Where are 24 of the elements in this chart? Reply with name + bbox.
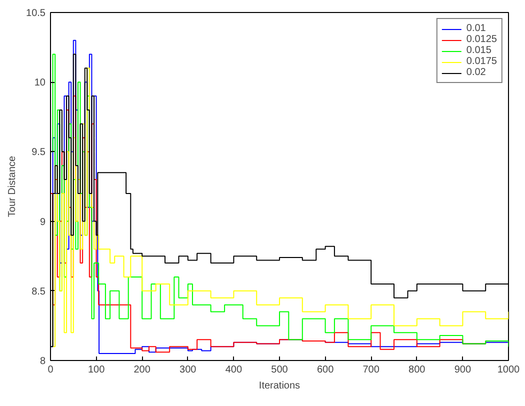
x-tick-label: 600	[316, 364, 334, 376]
y-tick-label: 9	[40, 216, 46, 228]
legend-label: 0.0175	[466, 56, 497, 67]
y-tick-label: 10	[34, 78, 46, 89]
x-axis-title: Iterations	[258, 380, 300, 392]
x-tick-label: 800	[408, 364, 426, 376]
y-axis-title: Tour Distance	[7, 155, 18, 218]
x-tick-label: 900	[454, 364, 472, 376]
x-tick-label: 100	[88, 364, 106, 376]
y-tick-label: 8.5	[32, 286, 46, 298]
legend-label: 0.015	[466, 45, 492, 56]
x-tick-label: 300	[180, 364, 197, 376]
x-tick-label: 1000	[497, 364, 520, 376]
x-tick-label: 200	[134, 364, 151, 376]
x-tick-label: 400	[225, 364, 242, 376]
x-tick-label: 0	[48, 364, 54, 376]
legend-label: 0.02	[466, 67, 486, 78]
y-tick-label: 10.5	[26, 8, 46, 19]
legend-label: 0.0125	[466, 34, 497, 45]
y-tick-label: 9.5	[32, 147, 46, 158]
y-tick-label: 8	[40, 356, 46, 367]
x-tick-label: 500	[271, 364, 288, 376]
legend-label: 0.01	[466, 23, 486, 34]
x-tick-label: 700	[362, 364, 380, 376]
